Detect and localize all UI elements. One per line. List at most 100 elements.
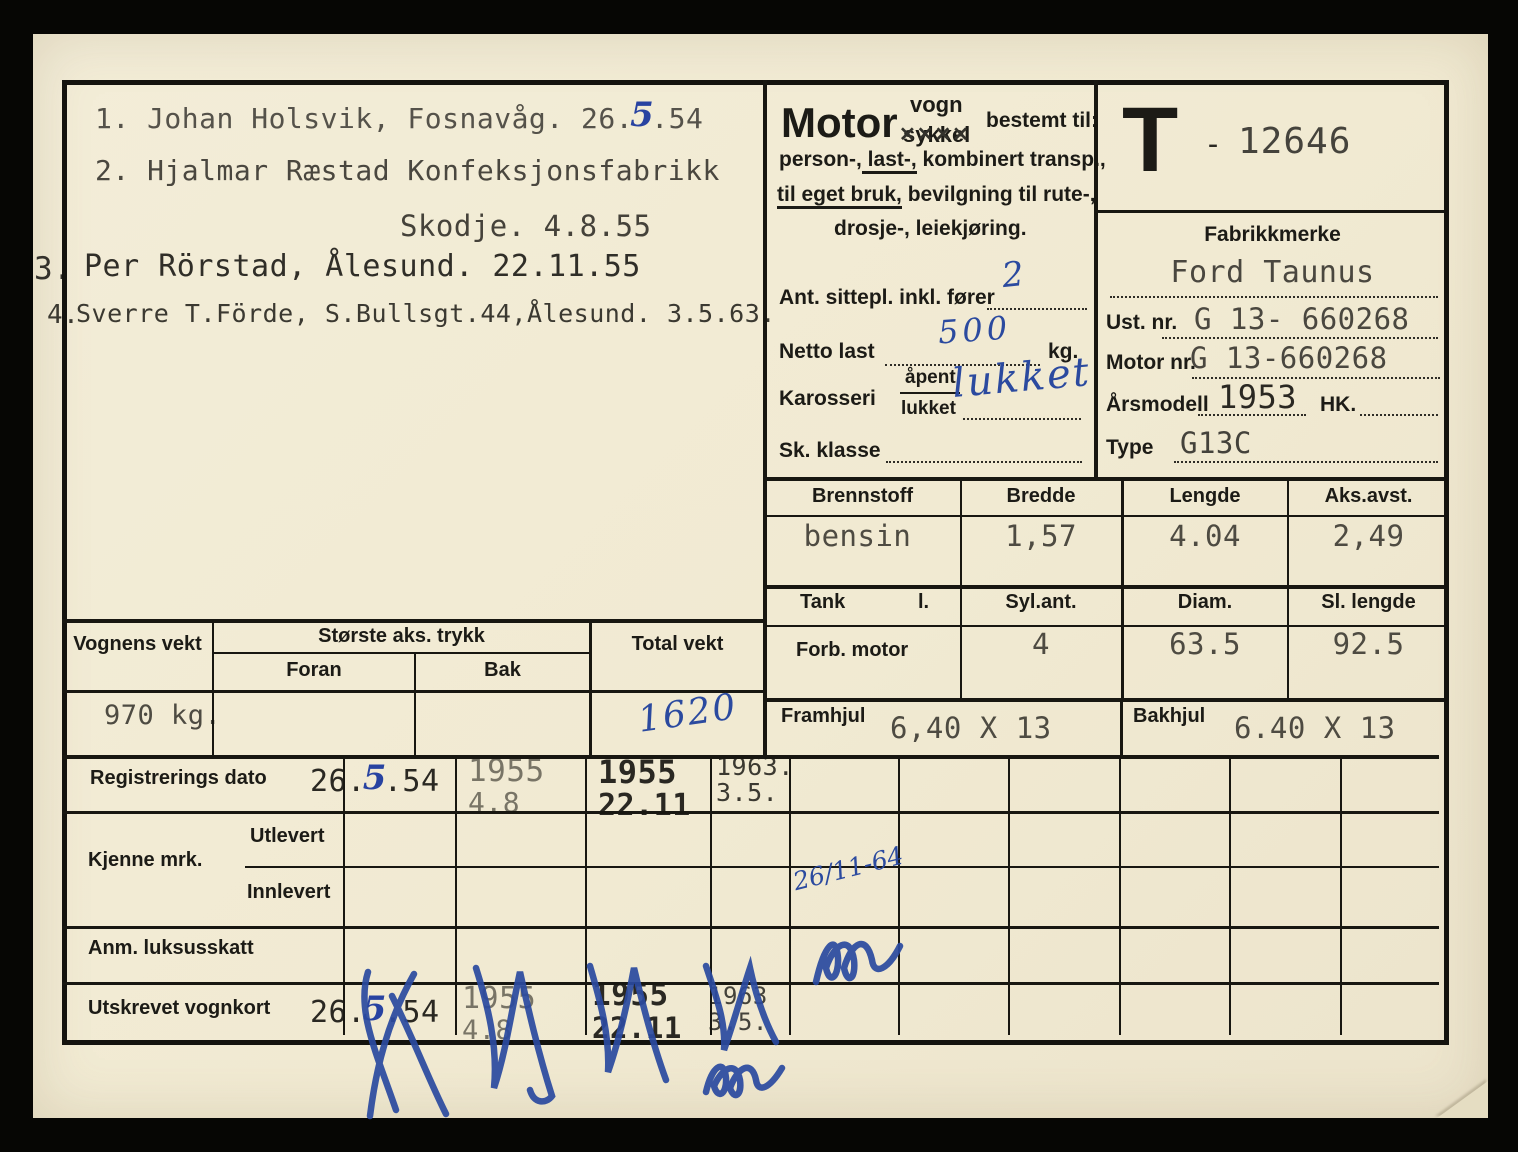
history-row3-bottom [62, 926, 1439, 929]
spec-header-bottom [765, 515, 1444, 517]
motor-purpose-line-1: person-, last-, kombinert transp., [779, 148, 1106, 174]
sk-klasse-label: Sk. klasse [779, 439, 881, 462]
framhjul-label: Framhjul [781, 705, 866, 727]
bak-label: Bak [484, 659, 521, 681]
reg-date-3-daymonth: 22.11 [598, 788, 691, 823]
purpose-last-underlined: last-, [861, 148, 917, 174]
ink-scribble-col1 [361, 968, 450, 1120]
sk-klasse-dotted-line [886, 461, 1082, 463]
value-sl-lengde: 92.5 [1332, 627, 1405, 661]
header-diam: Diam. [1177, 591, 1233, 613]
anm-luksusskatt-label: Anm. luksusskatt [88, 937, 254, 959]
reg-date-1-year: .54 [383, 764, 440, 799]
history-col-line-9 [1340, 757, 1342, 1035]
history-col-line-4 [789, 757, 791, 1035]
total-vekt-label: Total vekt [631, 633, 724, 655]
framhjul-value: 6,40 X 13 [890, 711, 1052, 745]
motor-bestemt: bestemt til: [986, 109, 1099, 132]
aks-trykk-label: Største aks. trykk [318, 625, 485, 647]
hk-dotted-line [1360, 414, 1438, 416]
owner-line-4: Sverre T.Förde, S.Bullsgt.44,Ålesund. 3.… [76, 299, 776, 328]
innlevert-label: Innlevert [247, 881, 331, 903]
utskrevet-date-1-day: 26. [310, 995, 366, 1030]
seats-label: Ant. sittepl. inkl. fører [779, 286, 995, 309]
motor-nr-label: Motor nr. [1106, 351, 1196, 374]
motor-sykkel-struck: sykkel [899, 124, 1518, 146]
history-col-line-8 [1229, 757, 1231, 1035]
corner-fold [1437, 1081, 1488, 1118]
ust-nr-dotted-line [1162, 337, 1438, 339]
weights-col-line-3 [589, 621, 592, 757]
ust-nr-value: G 13- 660268 [1194, 302, 1410, 336]
netto-handwritten-value: 500 [936, 308, 1013, 352]
reg-date-4-daymonth: 3.5. [716, 778, 779, 807]
reg-letter: T [1122, 89, 1179, 191]
header-lengde: Lengde [1169, 485, 1241, 507]
history-col-line-6 [1008, 757, 1010, 1035]
utlevert-innlevert-divider [245, 866, 1439, 868]
karosseri-label: Karosseri [779, 387, 876, 410]
kjenne-mrk-label: Kjenne mrk. [88, 849, 203, 871]
spec-row2-bottom [765, 698, 1444, 702]
owner-line-2: 2. Hjalmar Ræstad Konfeksjonsfabrikk [95, 154, 720, 187]
history-col-line-2 [585, 757, 587, 1035]
reg-number: 12646 [1238, 121, 1352, 162]
weights-header-bottom [62, 690, 765, 693]
spec-col-line-2 [1121, 479, 1124, 698]
divider-owners-motor [763, 80, 767, 757]
value-diam: 63.5 [1169, 627, 1241, 661]
netto-dotted-line [885, 364, 1040, 366]
bakhjul-label: Bakhjul [1133, 705, 1206, 727]
owner-1-text: 1. Johan Holsvik, Fosnavåg. 26. [95, 102, 634, 135]
aks-trykk-underline [213, 652, 590, 654]
history-col-line-0 [343, 757, 345, 1035]
reg-date-1-blue-month: 5 [362, 758, 387, 798]
header-bredde: Bredde [1006, 485, 1076, 507]
make-dotted-line [1110, 296, 1438, 298]
header-tank: Tank [800, 591, 846, 613]
header-syl-ant: Syl.ant. [1005, 591, 1077, 613]
purpose-bevilgning: bevilgning til rute-, [901, 183, 1096, 206]
type-label: Type [1106, 436, 1154, 459]
motor-title: Motor [781, 99, 898, 146]
netto-last-label: Netto last [779, 340, 875, 363]
spec-row1-bottom [765, 585, 1444, 589]
vognens-vekt-label: Vognens vekt [73, 633, 202, 655]
fabrikkmerke-header: Fabrikkmerke [1204, 223, 1341, 246]
ink-scribble-col4 [702, 956, 780, 1052]
value-syl-ant: 4 [1032, 627, 1050, 661]
value-bredde: 1,57 [1005, 519, 1077, 553]
history-col-line-5 [898, 757, 900, 1035]
owner-1-blue-digit: 5 [630, 95, 655, 135]
motor-nr-value: G 13-660268 [1190, 341, 1388, 375]
arsmodell-value: 1953 [1218, 378, 1298, 416]
history-table-top [62, 755, 1439, 759]
weights-col-line-1 [212, 621, 214, 757]
seats-handwritten-value: 2 [999, 253, 1026, 297]
value-brennstoff: bensin [803, 519, 912, 553]
ust-nr-label: Ust. nr. [1106, 311, 1178, 334]
divider-motor-plate [1094, 80, 1098, 480]
framhjul-bakhjul-divider [1120, 700, 1123, 757]
history-col-line-3 [710, 757, 712, 1035]
karosseri-handwritten-value: lukket [950, 349, 1093, 407]
weights-col-line-2 [414, 652, 416, 757]
header-tank-liter: l. [918, 591, 930, 613]
karosseri-apent: åpent [905, 367, 956, 388]
ink-scribble-col3 [586, 962, 670, 1084]
card-paper [33, 34, 1488, 1118]
history-col-line-7 [1119, 757, 1121, 1035]
type-value: G13C [1180, 426, 1252, 460]
ink-signature-bottom [702, 1063, 786, 1099]
utlevert-label: Utlevert [250, 825, 325, 847]
netto-unit: kg. [1048, 340, 1079, 363]
spec-header2-bottom [765, 625, 1444, 627]
karosseri-dotted-line [963, 418, 1081, 420]
bakhjul-value: 6.40 X 13 [1234, 711, 1396, 745]
reg-date-2-year: 1955 [468, 753, 545, 789]
type-dotted-line [1174, 461, 1438, 463]
arsmodell-label: Årsmodell [1106, 393, 1209, 416]
reg-date-3: 1955 22.11 [598, 756, 691, 821]
reg-date-1-day: 26. [310, 764, 366, 799]
